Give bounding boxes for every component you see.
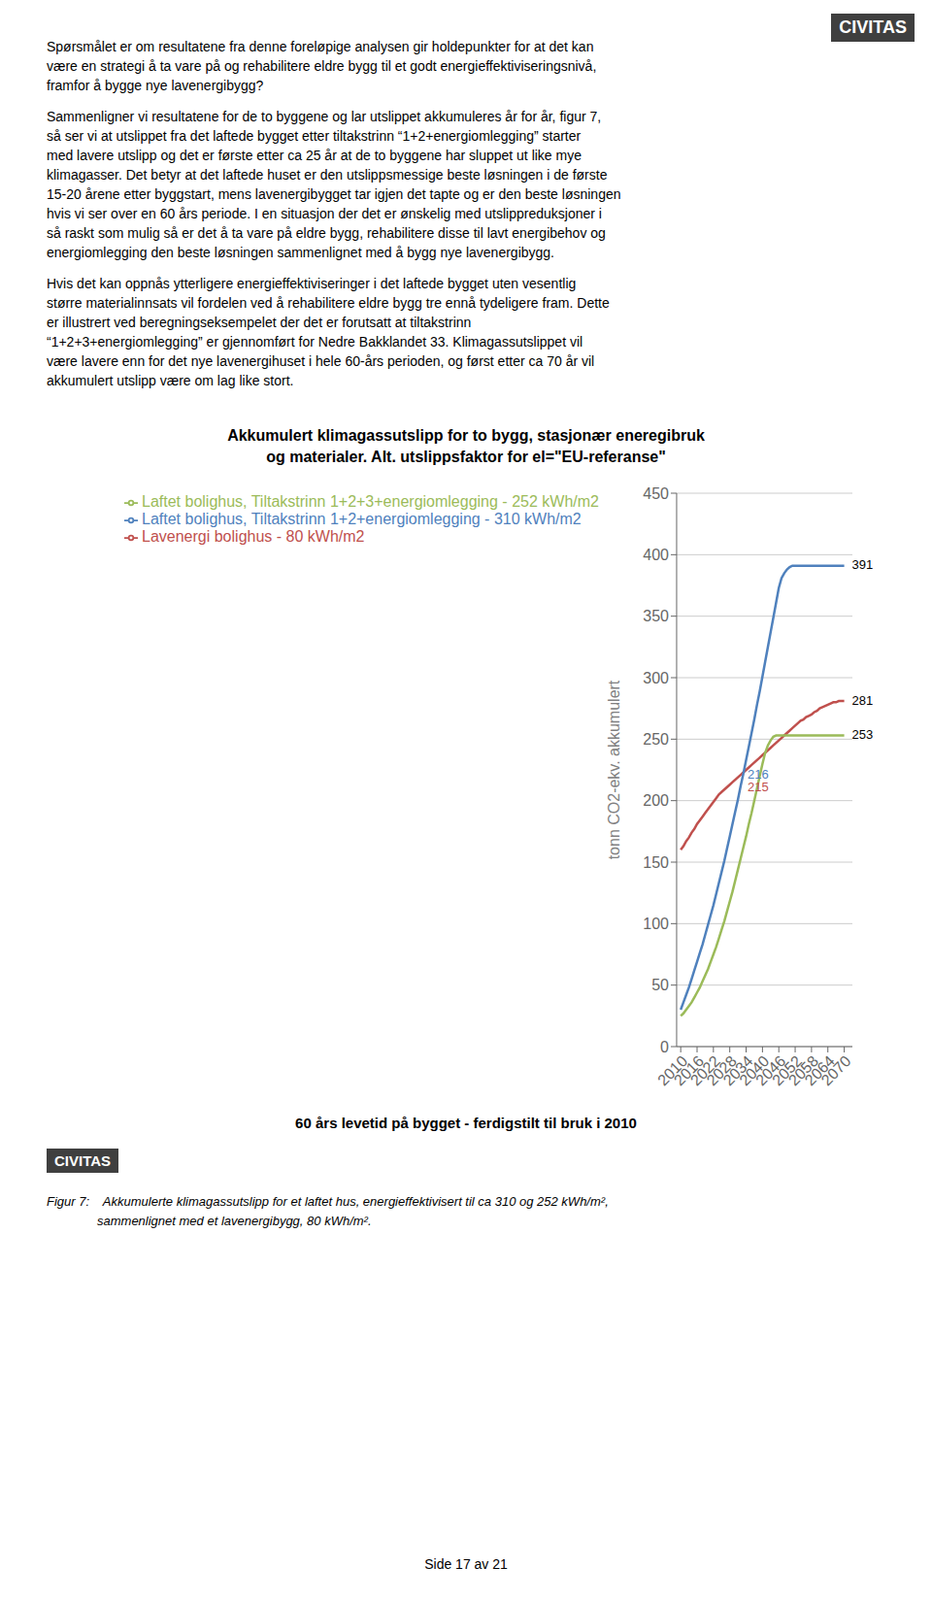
svg-text:2010: 2010 (654, 1052, 691, 1089)
svg-text:150: 150 (642, 854, 669, 871)
html-text:klimagasser. Det betyr at det: klimagasser. Det betyr at det laftede hu… (46, 166, 608, 183)
svg-text:2046: 2046 (752, 1052, 789, 1089)
html-text:framfor å bygge nye lavenergib: framfor å bygge nye lavenergibygg? (46, 77, 264, 94)
svg-text:tonn CO2-ekv. akkumulert: tonn CO2-ekv. akkumulert (605, 679, 623, 860)
html-text:Akkumulert klimagassutslipp fo: Akkumulert klimagassutslipp for to bygg,… (227, 427, 705, 444)
html-text:Figur 7: Akkumulerte klimagass: Figur 7: Akkumulerte klimagassutslipp fo… (46, 1194, 609, 1209)
html-text:med lavere utslipp og det er f: med lavere utslipp og det er første ette… (46, 147, 582, 164)
svg-text:2040: 2040 (736, 1052, 773, 1089)
html-text:og materialer. Alt. utslippsfa: og materialer. Alt. utslippsfaktor for e… (266, 448, 666, 466)
svg-text:300: 300 (642, 669, 669, 687)
svg-text:281: 281 (852, 693, 874, 708)
svg-text:2022: 2022 (687, 1052, 724, 1089)
svg-text:2052: 2052 (768, 1052, 806, 1089)
html-text:er illustrert ved beregningsek: er illustrert ved beregningseksempelet d… (46, 314, 472, 331)
svg-text:2016: 2016 (670, 1052, 707, 1089)
svg-text:2034: 2034 (719, 1052, 756, 1089)
svg-text:2070: 2070 (818, 1052, 855, 1089)
svg-text:200: 200 (642, 792, 669, 809)
html-text:energiomlegging den beste løsn: energiomlegging den beste løsningen samm… (46, 244, 555, 261)
html-text:Lavenergi bolighus - 80 kWh/m2: Lavenergi bolighus - 80 kWh/m2 (141, 528, 365, 545)
svg-text:100: 100 (642, 915, 669, 932)
html-text:Laftet bolighus, Tiltakstrinn: Laftet bolighus, Tiltakstrinn 1+2+3+ener… (141, 493, 600, 510)
svg-text:250: 250 (642, 731, 669, 748)
html-text:CIVITAS: CIVITAS (54, 1152, 111, 1169)
html-text:60 års levetid på bygget - fer: 60 års levetid på bygget - ferdigstilt t… (295, 1114, 637, 1132)
svg-text:0: 0 (660, 1038, 669, 1056)
html-text:Laftet bolighus, Tiltakstrinn: Laftet bolighus, Tiltakstrinn 1+2+energi… (141, 510, 582, 528)
html-text:Sammenligner vi resultatene fo: Sammenligner vi resultatene for de to by… (46, 108, 602, 125)
html-text:Spørsmålet er om resultatene f: Spørsmålet er om resultatene fra denne f… (46, 38, 594, 55)
svg-text:2058: 2058 (785, 1052, 822, 1089)
html-text:“1+2+3+energiomlegging” er gje: “1+2+3+energiomlegging” er gjennomført f… (46, 333, 583, 350)
svg-text:216: 216 (747, 766, 769, 782)
svg-text:400: 400 (642, 546, 669, 564)
html-text:15-20 årene etter byggstart, m: 15-20 årene etter byggstart, mens lavene… (46, 186, 621, 202)
html-text:så ser vi at utslippet fra det: så ser vi at utslippet fra det laftede b… (46, 128, 581, 144)
html-text:Side 17 av 21: Side 17 av 21 (424, 1556, 508, 1572)
svg-text:50: 50 (651, 976, 669, 994)
html-text:være en strategi å ta vare på: være en strategi å ta vare på og rehabil… (46, 58, 597, 74)
svg-text:215: 215 (747, 779, 769, 795)
svg-text:450: 450 (642, 485, 669, 502)
html-text:akkumulert utslipp være om lag: akkumulert utslipp være om lag like stor… (46, 372, 294, 389)
svg-text:2064: 2064 (801, 1052, 838, 1089)
html-text:Hvis det kan oppnås ytterliger: Hvis det kan oppnås ytterligere energief… (46, 275, 576, 292)
svg-text:2028: 2028 (703, 1052, 740, 1089)
svg-text:253: 253 (852, 727, 874, 742)
svg-text:350: 350 (642, 607, 669, 625)
html-text:hvis vi ser over en 60 års per: hvis vi ser over en 60 års periode. I en… (46, 205, 602, 222)
html-text:sammenlignet med et lavenergib: sammenlignet med et lavenergibygg, 80 kW… (97, 1213, 372, 1229)
html-text:være lavere enn for det nye la: være lavere enn for det nye lavenergihus… (46, 353, 595, 369)
html-text:så raskt som mulig så er det å: så raskt som mulig så er det å ta vare p… (46, 225, 606, 241)
svg-text:391: 391 (852, 557, 874, 572)
html-text:CIVITAS: CIVITAS (839, 17, 907, 37)
html-text:større materialinnsats vil for: større materialinnsats vil fordelen ved … (46, 295, 610, 311)
